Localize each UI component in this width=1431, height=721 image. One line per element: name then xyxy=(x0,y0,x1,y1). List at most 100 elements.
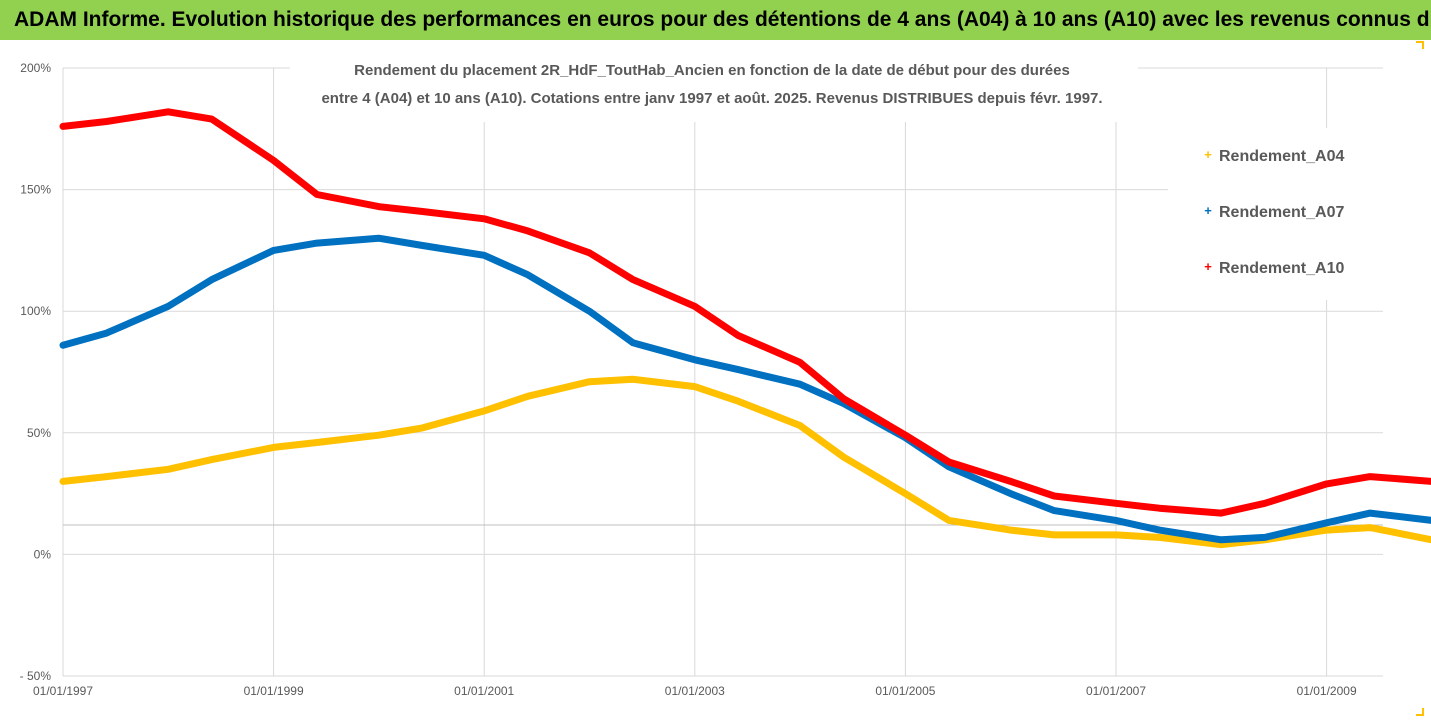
data-point xyxy=(60,478,66,484)
data-point xyxy=(841,454,847,460)
data-point xyxy=(525,228,531,234)
data-point xyxy=(314,440,320,445)
data-point xyxy=(1051,532,1057,538)
data-point xyxy=(735,398,741,404)
data-point xyxy=(1008,527,1014,533)
y-tick-label: 50% xyxy=(27,426,51,440)
data-point xyxy=(1367,525,1373,531)
x-tick-label: 01/01/2009 xyxy=(1297,684,1357,698)
legend-label: Rendement_A07 xyxy=(1219,204,1344,221)
data-point xyxy=(1262,500,1268,506)
data-point xyxy=(481,252,487,258)
y-tick-label: 200% xyxy=(20,61,51,75)
data-point xyxy=(1218,542,1224,548)
data-point xyxy=(692,384,698,390)
data-point xyxy=(209,116,215,122)
data-point xyxy=(630,340,636,346)
data-point xyxy=(165,109,171,115)
data-point xyxy=(902,432,908,438)
data-point xyxy=(60,123,66,129)
data-point xyxy=(376,235,382,241)
x-tick-label: 01/01/2001 xyxy=(454,684,514,698)
data-point xyxy=(946,517,952,523)
series-layer xyxy=(59,108,1431,549)
data-point xyxy=(1218,537,1224,543)
chart-title-line-2: entre 4 (A04) et 10 ans (A10). Cotations… xyxy=(321,90,1102,107)
data-point xyxy=(420,425,425,431)
data-point xyxy=(271,157,276,163)
data-point xyxy=(60,342,66,348)
data-point xyxy=(1113,500,1119,506)
data-point xyxy=(420,209,425,214)
data-point xyxy=(420,243,425,248)
y-tick-label: - 50% xyxy=(20,669,52,683)
chart-legend: + Rendement_A04 + Rendement_A07 + Rendement_A… xyxy=(1204,147,1344,277)
data-point xyxy=(586,250,592,256)
data-point xyxy=(586,308,592,314)
y-tick-label: 150% xyxy=(20,183,51,197)
data-point xyxy=(104,474,109,480)
data-point xyxy=(586,379,592,385)
data-point xyxy=(1367,510,1373,516)
data-point xyxy=(104,119,109,124)
data-point xyxy=(209,457,215,463)
x-tick-label: 01/01/1999 xyxy=(244,684,304,698)
data-point xyxy=(1156,505,1162,511)
data-point xyxy=(797,423,803,428)
data-point xyxy=(1324,481,1330,487)
data-point xyxy=(797,381,803,387)
data-point xyxy=(735,333,741,338)
data-point xyxy=(797,359,803,365)
data-point xyxy=(902,491,908,497)
series-line-rendement-a07 xyxy=(59,234,1431,544)
data-point xyxy=(1367,474,1373,480)
x-tick-label: 01/01/2003 xyxy=(665,684,725,698)
x-tick-label: 01/01/2005 xyxy=(875,684,935,698)
data-point xyxy=(165,466,171,472)
data-point xyxy=(692,357,698,363)
performance-chart: Rendement du placement 2R_HdF_ToutHab_An… xyxy=(20,41,1431,716)
x-tick-label: 01/01/2007 xyxy=(1086,684,1146,698)
data-point xyxy=(630,277,636,283)
data-point xyxy=(314,240,320,246)
chart-title-line-1: Rendement du placement 2R_HdF_ToutHab_An… xyxy=(354,62,1070,79)
data-point xyxy=(1113,517,1119,523)
series-line-rendement-a04 xyxy=(59,375,1431,549)
data-point xyxy=(1156,534,1162,540)
data-point xyxy=(209,277,215,283)
data-point xyxy=(630,376,636,382)
data-point xyxy=(525,393,531,399)
legend-marker: + xyxy=(1204,203,1212,218)
data-point xyxy=(1113,532,1119,538)
data-point xyxy=(104,330,109,336)
data-point xyxy=(314,192,320,197)
data-point xyxy=(841,396,847,402)
data-point xyxy=(271,247,276,253)
data-point xyxy=(165,303,171,309)
series-line-rendement-a10 xyxy=(59,108,1431,517)
y-axis-ticks: - 50% 0% 50% 100% 150% 200% xyxy=(20,61,52,683)
x-tick-label: 01/01/1997 xyxy=(33,684,93,698)
data-point xyxy=(376,432,382,438)
data-point xyxy=(692,303,698,309)
y-tick-label: 100% xyxy=(20,304,51,318)
title-background xyxy=(290,52,1138,122)
data-point xyxy=(376,204,382,210)
legend-label: Rendement_A10 xyxy=(1219,260,1344,277)
data-point xyxy=(946,459,952,465)
x-axis-ticks: 01/01/1997 01/01/1999 01/01/2001 01/01/2003… xyxy=(33,684,1357,698)
data-point xyxy=(1156,527,1162,533)
data-point xyxy=(1051,508,1057,514)
data-point xyxy=(1008,478,1014,484)
data-point xyxy=(1008,491,1014,497)
legend-marker: + xyxy=(1204,259,1212,274)
data-point xyxy=(271,444,276,450)
y-tick-label: 0% xyxy=(34,547,52,561)
corner-accent-bottom xyxy=(1416,708,1424,716)
data-point xyxy=(735,367,741,373)
data-point xyxy=(1218,510,1224,516)
data-point xyxy=(1324,520,1330,526)
corner-accent-top xyxy=(1416,41,1424,49)
data-point xyxy=(1051,493,1057,499)
legend-marker: + xyxy=(1204,147,1212,162)
